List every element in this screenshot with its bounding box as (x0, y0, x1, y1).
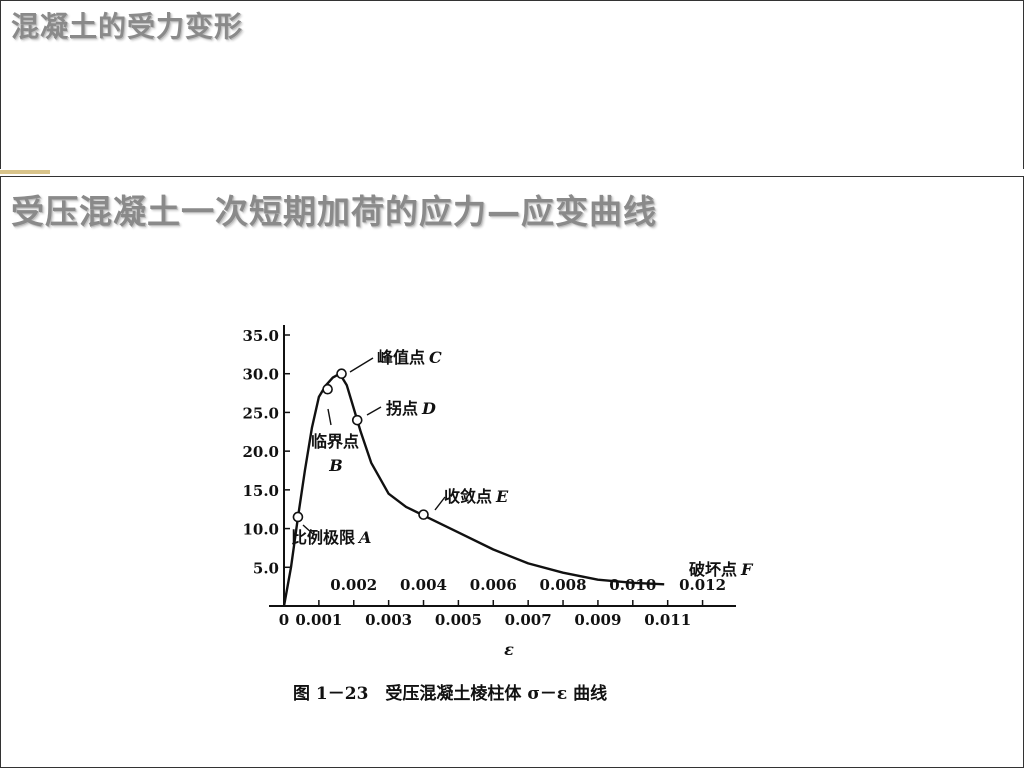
leader-line-e (434, 496, 446, 511)
leader-line-a (302, 524, 314, 535)
slide-subtitle: 受压混凝土一次短期加荷的应力—应变曲线 (11, 192, 657, 231)
slide-top: 混凝土的受力变形 (0, 0, 1024, 170)
leader-line-d (366, 406, 382, 416)
stress-strain-chart: 5.0 10.0 15.0 20.0 25.0 30.0 35.0 0 0.001 0.003 0.… (242, 325, 754, 704)
point-letter-e: E (495, 487, 509, 506)
x-axis-label: ε (504, 640, 514, 659)
x-tick-label-lower: 0.003 (365, 611, 412, 629)
point-letter-c: C (429, 348, 442, 367)
x-tick-label-lower: 0.011 (644, 611, 691, 629)
slide-title: 混凝土的受力变形 (11, 10, 244, 43)
x-tick-label-upper: 0.010 (609, 576, 656, 594)
x-tick-label-upper: 0.012 (679, 576, 726, 594)
leader-line-c (349, 357, 374, 373)
point-marker-d (351, 414, 363, 426)
y-tick-label: 30.0 (242, 366, 279, 384)
y-tick-label: 15.0 (242, 482, 279, 500)
point-label-a: 比例极限 (291, 528, 356, 547)
y-tick-label: 5.0 (253, 559, 279, 577)
point-marker-c (336, 368, 347, 380)
x-tick-label-upper: 0.008 (540, 576, 587, 594)
point-label-c: 峰值点 (377, 348, 425, 367)
point-marker-e (418, 509, 429, 520)
point-letter-b: B (328, 456, 343, 475)
stress-strain-curve (282, 372, 665, 607)
y-tick-label: 35.0 (242, 327, 279, 345)
point-letter-a: A (357, 528, 371, 547)
slide-bottom: 受压混凝土一次短期加荷的应力—应变曲线 5.0 10.0 15.0 20.0 25.0 3… (0, 176, 1024, 768)
point-marker-a (292, 511, 304, 523)
point-label-d: 拐点 (386, 399, 418, 418)
point-marker-b (322, 383, 333, 395)
point-label-f: 破坏点 (689, 560, 737, 579)
chart-curve-layer (282, 372, 665, 607)
point-label-b: 临界点 (311, 432, 359, 451)
x-tick-label-lower: 0.005 (435, 611, 482, 629)
chart-ticks: 5.0 10.0 15.0 20.0 25.0 30.0 35.0 0 0.001 0.003 0.… (242, 327, 726, 659)
x-tick-label-lower: 0 (279, 611, 289, 629)
point-letter-f: F (740, 560, 754, 579)
x-tick-label-lower: 0.009 (574, 611, 621, 629)
x-tick-label-upper: 0.004 (400, 576, 447, 594)
y-tick-label: 20.0 (242, 443, 279, 461)
point-label-e: 收敛点 (444, 487, 492, 506)
leader-line-b (327, 408, 332, 426)
chart-axes (269, 325, 736, 607)
slide-divider-accent (0, 170, 50, 174)
x-tick-label-upper: 0.006 (470, 576, 517, 594)
x-tick-label-lower: 0.007 (505, 611, 552, 629)
x-tick-label-lower: 0.001 (295, 611, 342, 629)
chart-caption: 图 1－23 受压混凝土棱柱体 σ－ε 曲线 (293, 683, 607, 704)
y-tick-label: 10.0 (242, 521, 279, 539)
slide-divider (0, 169, 1024, 175)
chart-area: 5.0 10.0 15.0 20.0 25.0 30.0 35.0 0 0.001 0.003 0.… (1, 177, 1023, 767)
x-tick-label-upper: 0.002 (330, 576, 377, 594)
point-letter-d: D (421, 399, 436, 418)
y-tick-label: 25.0 (242, 404, 279, 422)
chart-annotations: 比例极限 A 临界点 B 峰值点 C 拐点 D 收敛点 E 破坏点 F (291, 348, 754, 579)
chart-caption-layer: 图 1－23 受压混凝土棱柱体 σ－ε 曲线 (293, 683, 607, 704)
